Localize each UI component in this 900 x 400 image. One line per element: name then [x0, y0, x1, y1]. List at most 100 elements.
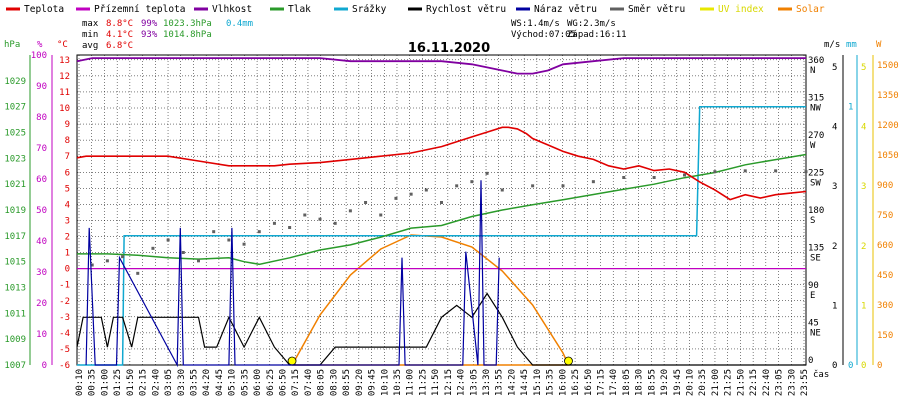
tick-x: 22:15 [749, 369, 759, 396]
tick-pressure: 1011 [4, 309, 26, 319]
series-humidity [76, 57, 806, 75]
legend-label: Solar [796, 4, 825, 15]
chart-title: 16.11.2020 [408, 41, 490, 56]
unit-cas: čas [813, 369, 829, 380]
tick-temp: 4 [65, 200, 70, 210]
wind-dir-point [774, 169, 778, 173]
stats-min-label: min [82, 30, 98, 40]
stats-max-press: 1023.3hPa [163, 19, 212, 29]
stats-avg-temp: 6.8°C [106, 41, 133, 51]
tick-x: 06:25 [266, 369, 276, 396]
tick-x: 08:55 [342, 369, 352, 396]
tick-x: 07:15 [291, 369, 301, 396]
tick-x: 23:30 [787, 369, 797, 396]
wind-dir-point [364, 201, 368, 204]
tick-uv: 2 [861, 242, 866, 252]
tick-wind-dir: 180 [808, 206, 824, 216]
unit-ms: m/s [824, 40, 840, 50]
tick-uv: 1 [861, 301, 866, 311]
wind-dir-point [561, 184, 565, 188]
wind-dir-point [394, 196, 398, 200]
tick-wind-dir-label: NW [810, 104, 821, 114]
legend: Teplota Přízemní teplota Vlhkost Tlak Srážky… [6, 4, 825, 15]
stats-min-hum: 93% [141, 30, 158, 40]
sunrise-info: Východ:07:05 [511, 30, 576, 40]
tick-wind-dir-label: W [810, 141, 816, 151]
unit-hpa: hPa [4, 40, 20, 50]
tick-uv: 3 [861, 182, 866, 192]
tick-pressure: 1021 [4, 180, 26, 190]
tick-x: 22:40 [762, 369, 772, 396]
tick-pressure: 1027 [4, 103, 26, 113]
tick-x: 12:15 [444, 369, 454, 396]
wind-dir-point [652, 176, 656, 179]
unit-pct: % [37, 40, 43, 50]
tick-pressure: 1013 [4, 284, 26, 294]
tick-wind-dir-label: N [810, 66, 815, 76]
stats-avg-label: avg [82, 41, 98, 51]
tick-wind-dir: 270 [808, 131, 824, 141]
tick-solar: 750 [877, 211, 893, 221]
unit-mm: mm [846, 40, 857, 50]
wind-dir-point [455, 184, 459, 188]
wind-dir-point [485, 171, 489, 175]
tick-solar: 1350 [877, 91, 899, 101]
tick-x: 17:15 [596, 369, 606, 396]
tick-x: 01:25 [113, 369, 123, 396]
tick-x: 16:50 [584, 369, 594, 396]
stats-max-hum: 99% [141, 19, 158, 29]
tick-x: 04:20 [202, 369, 212, 396]
tick-wind-ms: 3 [832, 182, 837, 192]
tick-x: 17:40 [609, 369, 619, 396]
tick-x: 19:20 [660, 369, 670, 396]
chart-frame [76, 54, 807, 366]
tick-x: 21:00 [711, 369, 721, 396]
tick-x: 11:25 [418, 369, 428, 396]
tick-temp: -3 [59, 313, 70, 323]
tick-wind-ms: 0 [832, 361, 837, 371]
tick-temp: 13 [59, 56, 70, 66]
tick-solar: 150 [877, 331, 893, 341]
tick-pressure: 1023 [4, 154, 26, 164]
legend-label: Srážky [352, 4, 387, 15]
tick-x: 16:00 [558, 369, 568, 396]
tick-x: 13:30 [482, 369, 492, 396]
wind-dir-point [333, 221, 337, 225]
stats-min-press: 1014.8hPa [163, 30, 212, 40]
tick-pressure: 1019 [4, 206, 26, 216]
wind-dir-point [470, 180, 474, 184]
tick-pressure: 1009 [4, 335, 26, 345]
wind-dir-point [242, 242, 246, 246]
series-wind-gust [85, 180, 500, 368]
tick-temp: -6 [59, 361, 70, 371]
tick-humidity: 90 [36, 82, 47, 92]
legend-label: Směr větru [628, 4, 685, 15]
tick-pressure: 1017 [4, 232, 26, 242]
tick-wind-dir: 315 [808, 94, 824, 104]
tick-x: 23:05 [775, 369, 785, 396]
unit-w: W [876, 40, 882, 50]
tick-x: 21:50 [736, 369, 746, 396]
tick-x: 12:40 [457, 369, 467, 396]
tick-x: 14:45 [520, 369, 530, 396]
tick-x: 00:10 [75, 369, 85, 396]
tick-temp: -1 [59, 281, 70, 291]
tick-wind-dir: 135 [808, 244, 824, 254]
wind-dir-point [90, 263, 94, 267]
wind-dir-point [197, 259, 200, 263]
tick-wind-dir: 0 [808, 356, 813, 366]
tick-x: 09:20 [355, 369, 365, 396]
tick-pressure: 1029 [4, 77, 26, 87]
tick-humidity: 30 [36, 268, 47, 278]
tick-wind-dir: 90 [808, 281, 819, 291]
tick-wind-ms: 1 [832, 301, 837, 311]
wind-dir-point [743, 169, 747, 173]
tick-wind-dir-label: E [810, 291, 815, 301]
wind-dir-point [318, 217, 322, 221]
tick-x: 18:05 [622, 369, 632, 396]
wind-dir-point [121, 255, 125, 259]
tick-temp: 0 [65, 265, 70, 275]
tick-x: 03:30 [177, 369, 187, 396]
